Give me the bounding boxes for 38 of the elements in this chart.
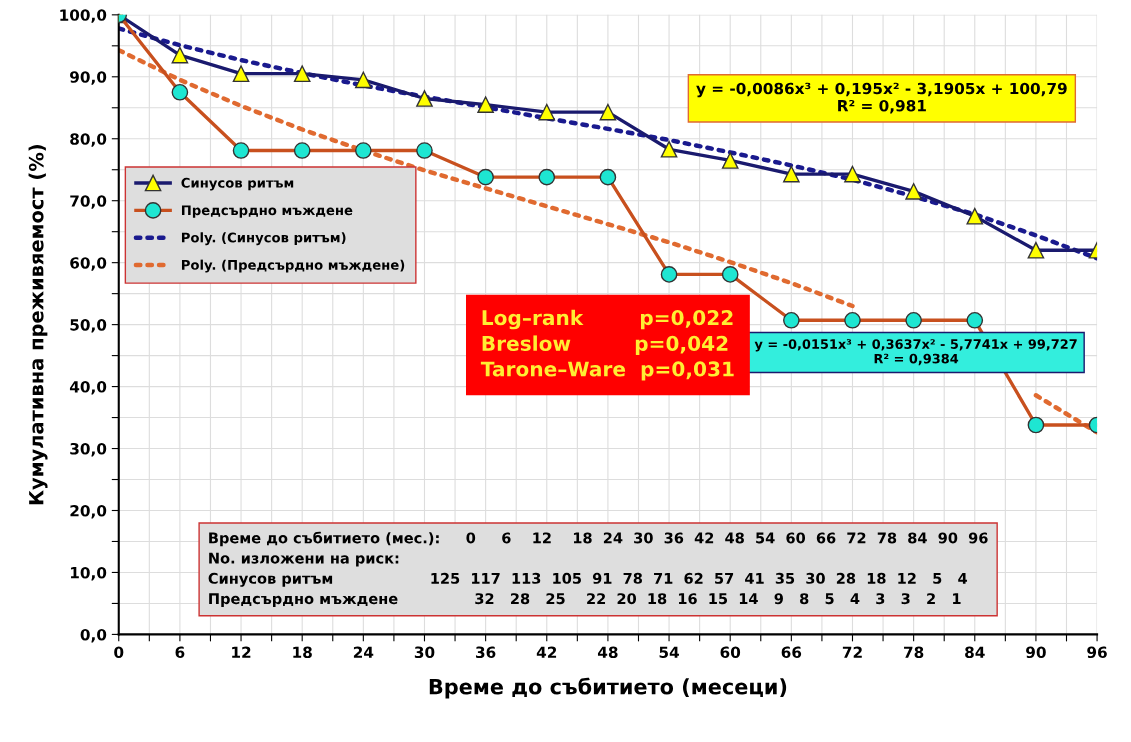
y-tick-label: 0,0 [80, 628, 107, 643]
x-tick-label: 6 [175, 646, 185, 659]
y-tick-label: 30,0 [70, 443, 107, 457]
x-tick-label: 54 [659, 646, 679, 659]
x-tick-label: 18 [293, 646, 312, 659]
x-tick-label: 72 [842, 646, 862, 658]
y-tick-label: 70,0 [70, 195, 107, 209]
y-tick-label: 20,0 [70, 504, 107, 519]
x-tick-label: 30 [414, 646, 435, 659]
y-tick-label: 10,0 [70, 566, 107, 581]
x-tick-label: 48 [597, 646, 618, 659]
x-tick-label: 96 [1087, 646, 1107, 659]
x-tick-label: 78 [904, 646, 924, 659]
x-tick-label: 84 [965, 646, 985, 659]
x-tick-label: 90 [1026, 646, 1046, 659]
y-axis-title: Кумулативна преживяемост (%) [28, 145, 48, 505]
y-tick-label: 100,0 [60, 9, 107, 23]
legend-label: Синусов ритъм [181, 177, 294, 191]
annotation: Време до събитието (мес.): 0 6 12 18 24 30 36 42 48 54 60 66 72 78 84 90 96 No. изложени на риск: Синусов ритъм 125 117 113 105 91 78 71 62 57 41 35 30 28 18 12 5 4 Предсърдно мъждене 32 28 25 22 20 18 16 15 14 9 8 5 4 3 3 2 1 [208, 531, 988, 608]
legend-label: Предсърдно мъждене [181, 205, 353, 218]
x-axis-title: Време до събитието (месеци) [429, 677, 787, 699]
annotation: Log–rank p=0,022 Breslow p=0,042 Tarone–Ware p=0,031 [480, 309, 734, 381]
y-tick-label: 90,0 [70, 71, 107, 85]
y-tick-label: 50,0 [70, 319, 107, 333]
x-tick-label: 36 [476, 646, 496, 659]
annotation: y = -0,0086x³ + 0,195x² - 3,1905x + 100,79 R² = 0,981 [696, 82, 1067, 114]
x-tick-label: 24 [353, 646, 374, 658]
y-tick-label: 60,0 [70, 257, 107, 271]
x-tick-label: 42 [536, 646, 557, 658]
annotation: y = -0,0151x³ + 0,3637x² - 5,7741x + 99,727 R² = 0,9384 [754, 339, 1077, 366]
legend-label: Poly. (Синусов ритъм) [181, 232, 346, 246]
x-tick-label: 12 [232, 646, 251, 658]
legend-label: Poly. (Предсърдно мъждене) [181, 259, 405, 273]
y-tick-label: 80,0 [70, 133, 107, 147]
y-tick-label: 40,0 [69, 381, 107, 395]
x-tick-label: 66 [781, 646, 802, 659]
x-tick-label: 60 [720, 646, 741, 659]
x-tick-label: 0 [114, 646, 124, 659]
